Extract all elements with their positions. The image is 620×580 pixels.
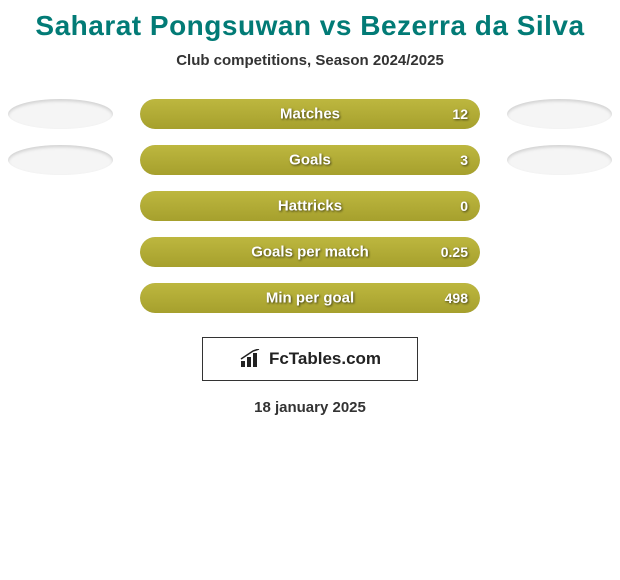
stat-row: Matches 12: [0, 99, 620, 129]
player-left-ellipse: [8, 145, 113, 175]
stat-row: Min per goal 498: [0, 283, 620, 313]
stat-bar: Min per goal 498: [140, 283, 480, 313]
subtitle: Club competitions, Season 2024/2025: [0, 52, 620, 69]
stat-label: Hattricks: [278, 198, 342, 215]
player-right-ellipse: [507, 145, 612, 175]
stat-row: Goals per match 0.25: [0, 237, 620, 267]
stat-value: 0.25: [441, 244, 468, 260]
stat-row: Goals 3: [0, 145, 620, 175]
stat-bar: Matches 12: [140, 99, 480, 129]
stat-row: Hattricks 0: [0, 191, 620, 221]
bar-chart-icon: [239, 349, 263, 369]
logo-text: FcTables.com: [269, 349, 381, 369]
stat-bar: Goals per match 0.25: [140, 237, 480, 267]
stat-label: Min per goal: [266, 290, 354, 307]
logo-box: FcTables.com: [202, 337, 418, 381]
player-right-ellipse: [507, 99, 612, 129]
stat-value: 0: [460, 198, 468, 214]
date-text: 18 january 2025: [0, 399, 620, 416]
stat-bar: Goals 3: [140, 145, 480, 175]
stats-list: Matches 12 Goals 3 Hattricks 0 Goals per match…: [0, 99, 620, 313]
stat-label: Goals per match: [251, 244, 369, 261]
stat-label: Matches: [280, 106, 340, 123]
player-left-ellipse: [8, 99, 113, 129]
stat-label: Goals: [289, 152, 331, 169]
stat-bar: Hattricks 0: [140, 191, 480, 221]
page-title: Saharat Pongsuwan vs Bezerra da Silva: [0, 10, 620, 42]
stat-value: 12: [452, 106, 468, 122]
stat-value: 498: [445, 290, 468, 306]
infographic-container: Saharat Pongsuwan vs Bezerra da Silva Cl…: [0, 0, 620, 426]
stat-value: 3: [460, 152, 468, 168]
